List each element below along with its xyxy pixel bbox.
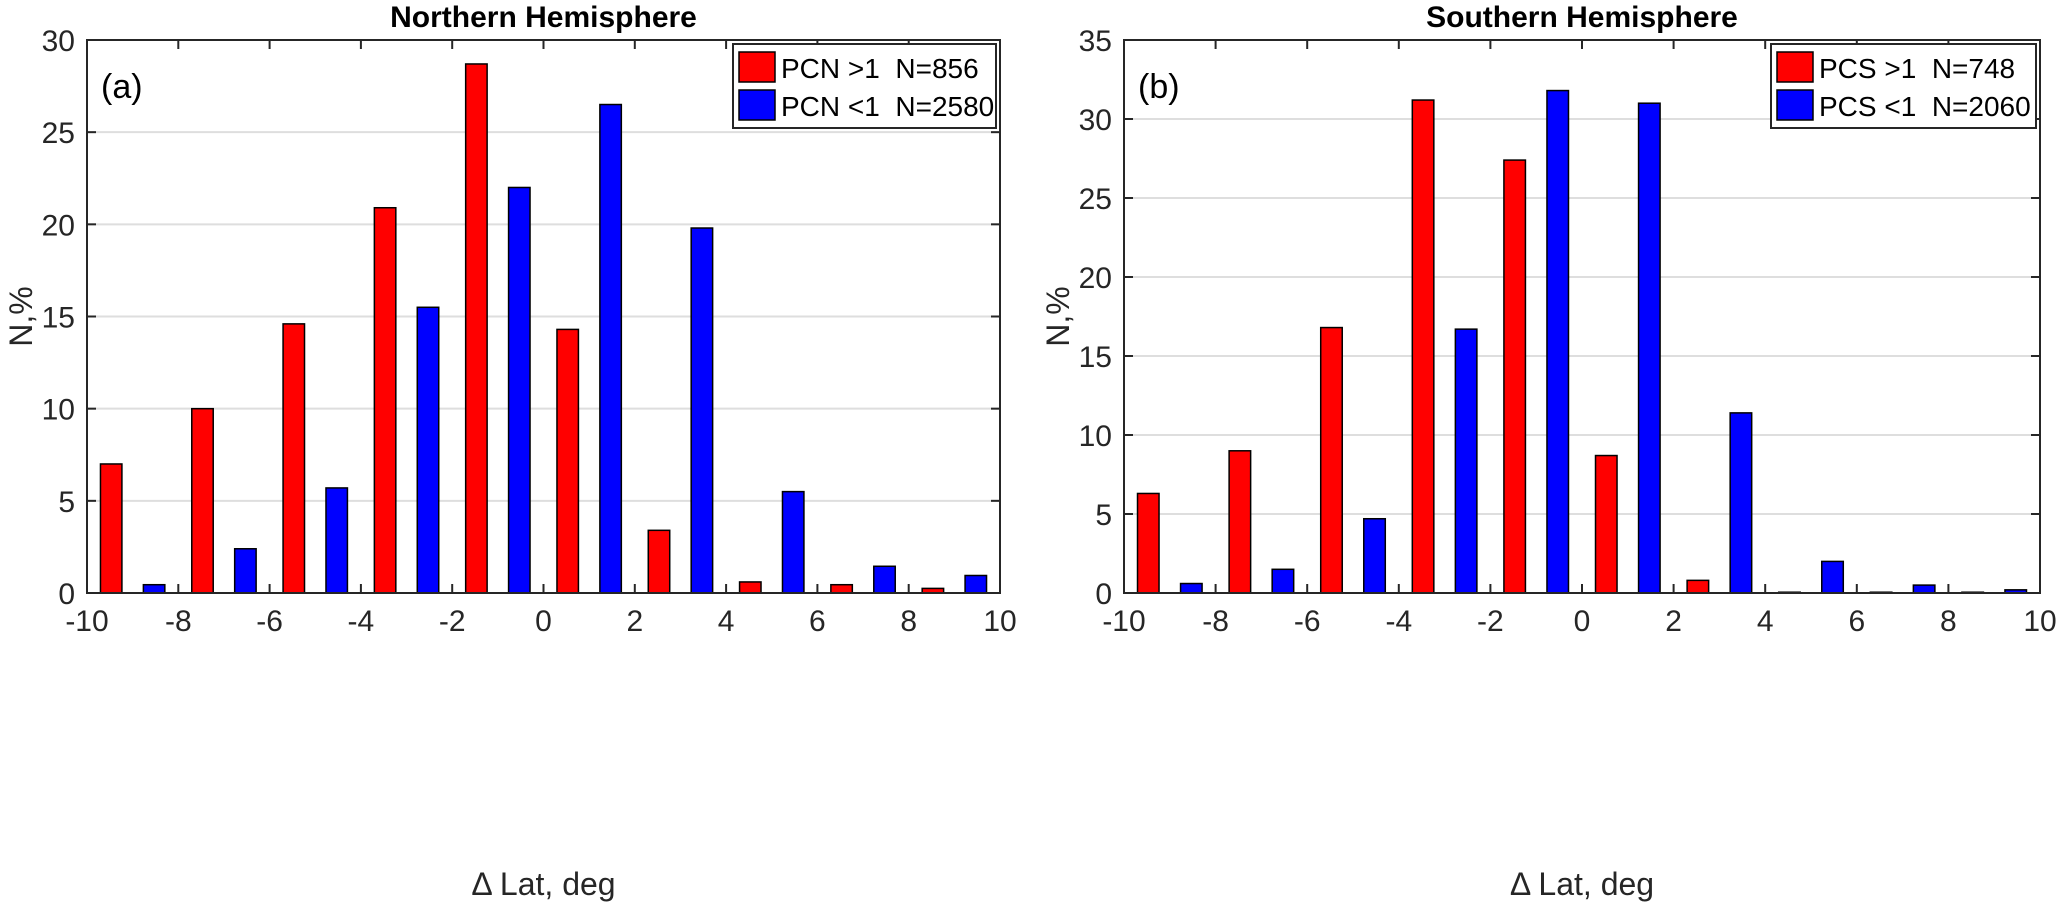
x-tick-label: 6 <box>1848 605 1865 638</box>
y-tick-label: 10 <box>1079 420 1112 453</box>
x-tick-label: 0 <box>535 605 552 638</box>
bar-blue <box>1271 568 1295 594</box>
y-axis-label: N,% <box>3 286 39 346</box>
x-tick-label: 10 <box>983 605 1016 638</box>
y-tick-label: 25 <box>1079 183 1112 216</box>
x-tick-label: -6 <box>256 605 283 638</box>
bar-red <box>1411 99 1435 594</box>
bar-red <box>647 529 671 594</box>
x-tick-label: 8 <box>900 605 917 638</box>
panel-label: (a) <box>101 68 143 106</box>
x-tick-label: -2 <box>439 605 466 638</box>
y-tick-label: 5 <box>1095 499 1112 532</box>
x-tick-label: 6 <box>809 605 826 638</box>
x-tick-label: -10 <box>65 605 108 638</box>
legend-entry: PCN <1 N=2580 <box>781 91 994 122</box>
bar-red <box>373 206 397 594</box>
panel-a: -10 -8 -6 -4 -2 0 2 4 6 8 10 0 5 10 15 20 25 30 Northern H… <box>3 1 1017 902</box>
y-tick-label: 5 <box>58 486 75 519</box>
bar-blue <box>690 227 714 594</box>
y-tick-label: 0 <box>1095 578 1112 611</box>
panel-label: (b) <box>1138 68 1180 106</box>
x-tick-label: -6 <box>1294 605 1321 638</box>
y-axis-label: N,% <box>1040 286 1076 346</box>
legend-swatch <box>738 89 776 121</box>
legend-box <box>732 43 997 129</box>
bar-blue <box>507 186 531 594</box>
bar-red <box>1503 159 1527 594</box>
x-axis-label: Δ Lat, deg <box>1510 866 1654 902</box>
chart-title: Northern Hemisphere <box>390 1 697 34</box>
legend-entry: PCS <1 N=2060 <box>1819 91 2031 122</box>
bar-red <box>738 581 762 594</box>
y-tick-label: 30 <box>42 25 75 58</box>
bar-blue <box>233 548 257 594</box>
y-tick-label: 20 <box>42 209 75 242</box>
bar-blue <box>873 565 896 594</box>
legend-swatch <box>1776 51 1814 83</box>
x-tick-label: -8 <box>1202 605 1229 638</box>
bar-blue <box>1912 584 1936 594</box>
y-tick-label: 35 <box>1079 25 1112 58</box>
bar-blue <box>1363 517 1387 594</box>
legend-entry: PCS >1 N=748 <box>1819 53 2015 84</box>
bar-blue <box>599 103 623 594</box>
x-tick-label: 8 <box>1940 605 1957 638</box>
bar-blue <box>964 574 988 594</box>
x-tick-label: -4 <box>1385 605 1412 638</box>
legend-entry: PCN >1 N=856 <box>781 53 979 84</box>
y-tick-label: 10 <box>42 394 75 427</box>
bar-red <box>1319 326 1343 594</box>
x-tick-label: 2 <box>626 605 643 638</box>
bar-red <box>99 463 123 594</box>
bar-red <box>191 407 214 594</box>
chart-title: Southern Hemisphere <box>1426 1 1738 34</box>
x-tick-label: 10 <box>2023 605 2056 638</box>
bar-blue <box>325 487 349 594</box>
y-tick-label: 15 <box>1079 341 1112 374</box>
bar-blue <box>1729 412 1753 594</box>
bar-red <box>1228 450 1252 594</box>
legend-swatch <box>738 51 776 83</box>
x-axis-label: Δ Lat, deg <box>471 866 615 902</box>
bar-blue <box>1546 89 1570 594</box>
x-tick-label: -10 <box>1102 605 1145 638</box>
bar-blue <box>1637 102 1661 594</box>
bar-blue <box>1454 328 1478 594</box>
bar-red <box>1136 492 1160 594</box>
x-tick-label: 0 <box>1574 605 1591 638</box>
bar-red <box>830 583 854 594</box>
y-tick-label: 0 <box>58 578 75 611</box>
y-tick-label: 30 <box>1079 104 1112 137</box>
bar-red <box>282 323 306 594</box>
x-tick-label: 4 <box>1757 605 1774 638</box>
bar-blue <box>1179 582 1203 594</box>
y-tick-label: 25 <box>42 117 75 150</box>
x-tick-label: -4 <box>348 605 375 638</box>
legend-box <box>1770 43 2037 129</box>
bar-red <box>464 63 488 594</box>
panel-b: -10 -8 -6 -4 -2 0 2 4 6 8 10 0 5 10 15 20 25 30 35 Southern… <box>1040 1 2057 902</box>
y-tick-label: 15 <box>42 302 75 335</box>
bar-blue <box>781 490 805 594</box>
bar-blue <box>1821 560 1845 594</box>
bar-red <box>1594 454 1618 594</box>
bar-blue <box>416 306 440 594</box>
legend-swatch <box>1776 89 1814 121</box>
x-tick-label: 2 <box>1665 605 1682 638</box>
x-tick-label: 4 <box>718 605 735 638</box>
bar-blue <box>142 583 166 594</box>
bar-red <box>556 328 580 594</box>
x-tick-label: -8 <box>165 605 192 638</box>
bar-red <box>1686 579 1710 594</box>
x-tick-label: -2 <box>1477 605 1504 638</box>
y-tick-label: 20 <box>1079 262 1112 295</box>
